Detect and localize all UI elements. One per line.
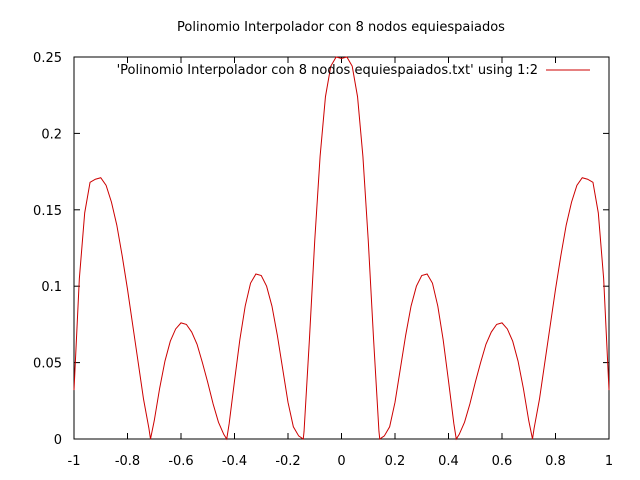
x-tick-label: 0.6 bbox=[492, 454, 513, 469]
y-tick-label: 0.15 bbox=[33, 204, 62, 219]
series-line bbox=[73, 56, 610, 441]
y-axis-ticks: 0 0.05 0.1 0.15 0.2 0.25 bbox=[33, 51, 609, 448]
x-tick-label: 0.8 bbox=[545, 454, 566, 469]
x-tick-label: 0 bbox=[337, 454, 345, 469]
x-tick-label: 0.4 bbox=[438, 454, 459, 469]
y-tick-label: 0.25 bbox=[33, 51, 62, 66]
plot-frame bbox=[73, 56, 610, 440]
x-tick-label: 1 bbox=[605, 454, 613, 469]
x-tick-label: -0.4 bbox=[222, 454, 247, 469]
y-tick-label: 0.1 bbox=[41, 280, 62, 295]
x-tick-label: -0.8 bbox=[115, 454, 140, 469]
legend-label: 'Polinomio Interpolador con 8 nodos equi… bbox=[117, 63, 538, 78]
x-tick-label: -0.2 bbox=[275, 454, 300, 469]
y-tick-label: 0.2 bbox=[41, 127, 62, 142]
x-axis-ticks: -1 -0.8 -0.6 -0.4 -0.2 0 0.2 0.4 0.6 0.8 1 bbox=[68, 57, 613, 469]
x-tick-label: -1 bbox=[68, 454, 81, 469]
x-tick-label: -0.6 bbox=[168, 454, 193, 469]
y-tick-label: 0 bbox=[54, 433, 62, 448]
x-tick-label: 0.2 bbox=[385, 454, 406, 469]
chart-title: Polinomio Interpolador con 8 nodos equie… bbox=[177, 20, 505, 35]
y-tick-label: 0.05 bbox=[33, 357, 62, 372]
